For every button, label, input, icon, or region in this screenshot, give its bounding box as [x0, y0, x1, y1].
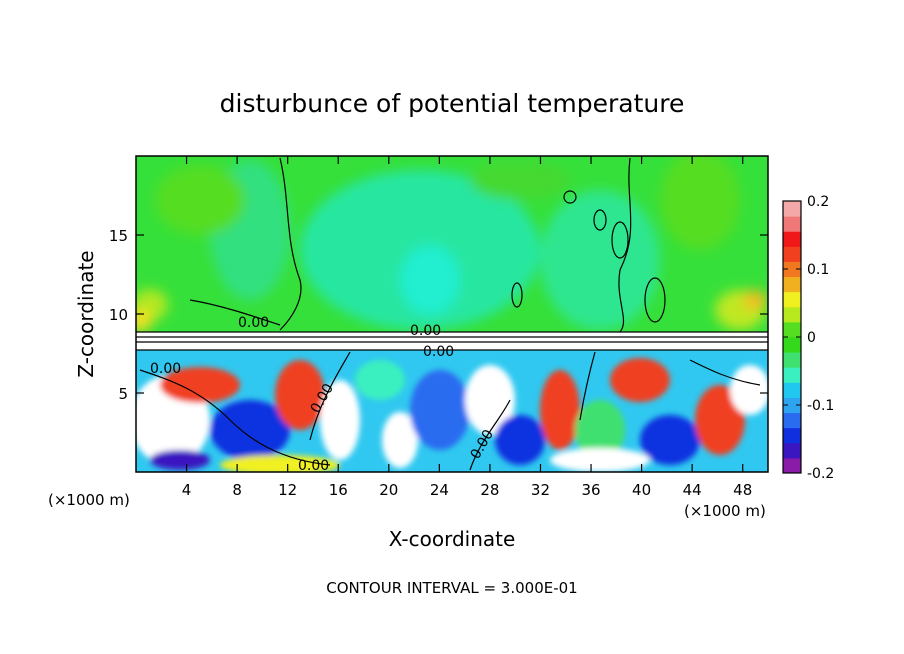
plot-area: [136, 156, 768, 472]
colorbar-tick-label: 0: [807, 330, 816, 346]
contour-line: [689, 359, 761, 386]
contour-label: 0.00: [298, 458, 329, 474]
x-axis: 4 8 12 16 20 24 28 32 36 40 44 48: [182, 156, 752, 499]
x-tick-label: 40: [632, 481, 651, 499]
contour-line: [618, 157, 632, 333]
colorbar-segment: [783, 337, 801, 353]
colorbar-segment: [783, 246, 801, 262]
contour-line: [136, 331, 768, 351]
x-tick-label: 44: [683, 481, 702, 499]
x-unit-left: (×1000 m): [48, 491, 130, 509]
x-tick-label: 36: [581, 481, 600, 499]
y-axis: 5 10 15: [109, 227, 768, 403]
colorbar-segment: [783, 367, 801, 383]
x-tick-label: 32: [531, 481, 550, 499]
x-tick-label: 48: [733, 481, 752, 499]
y-axis-label: Z-coordinate: [74, 250, 98, 377]
x-tick-label: 4: [182, 481, 192, 499]
colorbar-tick-label: -0.2: [807, 466, 834, 482]
y-tick-label: 15: [109, 227, 128, 245]
contour-lines: [136, 157, 768, 471]
colorbar-segment: [783, 382, 801, 398]
colorbar-tick-label: 0.2: [807, 194, 829, 210]
contour-line: [279, 157, 302, 331]
colorbar-segment: [783, 397, 801, 414]
x-tick-label: 20: [379, 481, 398, 499]
x-tick-label: 12: [278, 481, 297, 499]
chart-title: disturbunce of potential temperature: [220, 89, 685, 118]
colorbar-segment: [783, 231, 801, 247]
colorbar-segment: [783, 427, 801, 444]
x-tick-label: 28: [480, 481, 499, 499]
contour-label: 0.00: [150, 361, 181, 377]
colorbar-segment: [783, 321, 801, 338]
contour-line: [139, 369, 331, 466]
contour-line: [511, 282, 523, 308]
colorbar-segment: [783, 457, 801, 474]
contour-line: [469, 399, 511, 471]
contour-label: 0.00: [410, 323, 441, 339]
x-tick-label: 16: [329, 481, 348, 499]
colorbar-segment: [783, 306, 801, 323]
upper-field-shading: [136, 156, 767, 332]
contour-line: [189, 299, 281, 326]
colorbar-segment: [783, 352, 801, 368]
colorbar-segment: [783, 201, 801, 217]
contour-interval-footer: CONTOUR INTERVAL = 3.000E-01: [326, 579, 577, 597]
colorbar-segment: [783, 276, 801, 293]
x-tick-label: 24: [430, 481, 449, 499]
contour-line: [593, 209, 607, 231]
y-tick-label: 10: [109, 306, 128, 324]
colorbar-segment: [783, 291, 801, 308]
contour-label: 0.00: [423, 344, 454, 360]
y-tick-label: 5: [118, 385, 128, 403]
contour-label: 0.00: [238, 315, 269, 331]
x-tick-label: 8: [232, 481, 242, 499]
contour-line: [611, 221, 629, 259]
contour-line: [563, 190, 577, 204]
contour-line: [309, 351, 351, 441]
colorbar: 0.2 0.1 0 -0.1 -0.2: [782, 194, 834, 482]
colorbar-segment: [783, 412, 801, 429]
x-axis-label: X-coordinate: [389, 527, 516, 551]
contour-line: [644, 277, 666, 323]
colorbar-tick-label: 0.1: [807, 262, 829, 278]
x-unit-right: (×1000 m): [684, 502, 766, 520]
contour-line: [579, 351, 596, 421]
colorbar-segment: [783, 261, 801, 278]
colorbar-segment: [783, 216, 801, 232]
colorbar-tick-label: -0.1: [807, 398, 834, 414]
colorbar-segment: [783, 442, 801, 459]
lower-field-shading: [136, 358, 768, 472]
